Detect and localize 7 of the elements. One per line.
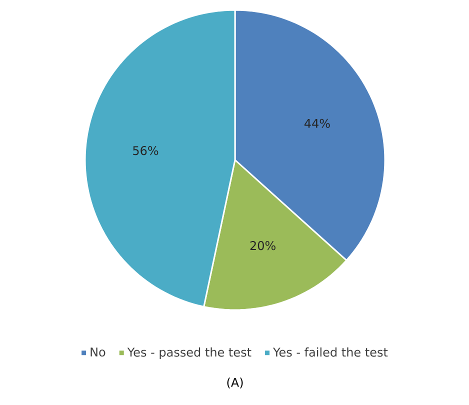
data-label: 20%: [250, 241, 276, 250]
legend-label: Yes - failed the test: [272, 347, 388, 357]
legend-label: Yes - passed the test: [127, 347, 252, 360]
data-label: 44%: [304, 118, 330, 128]
text: (A): [227, 378, 243, 388]
legend-label: No: [90, 348, 106, 357]
data-label: 56%: [133, 146, 158, 156]
